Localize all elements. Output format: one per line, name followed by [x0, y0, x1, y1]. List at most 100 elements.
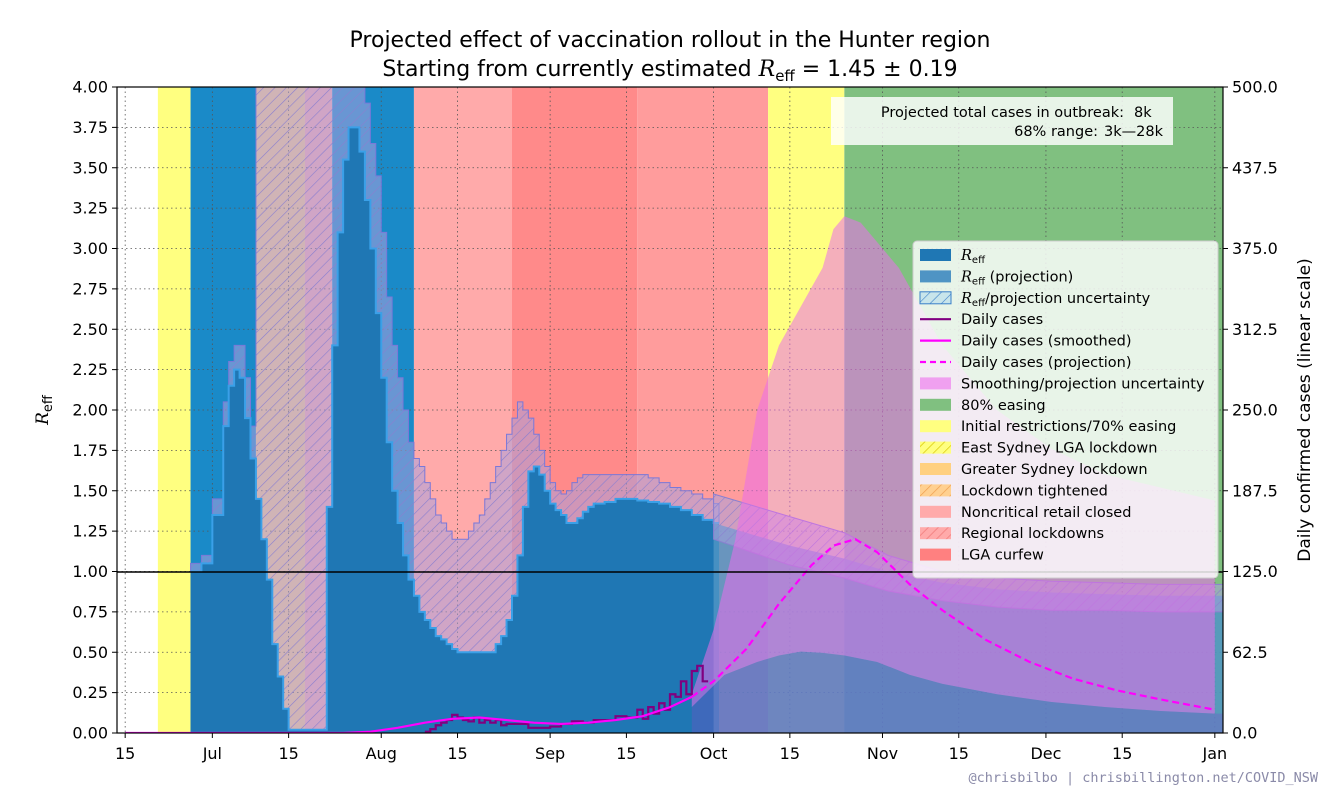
x-tick-label-0: 15 [115, 744, 135, 763]
legend-label-10: Greater Sydney lockdown [961, 462, 1148, 478]
daily-cases-smoothed-line [125, 695, 693, 733]
y-right-tick-label-2: 125.0 [1232, 562, 1278, 581]
plot-area [117, 87, 1223, 733]
x-tick-label-9: Nov [867, 744, 898, 763]
y-right-tick-label-7: 437.5 [1232, 158, 1278, 177]
legend-item-8: Initial restrictions/70% easing [920, 419, 1176, 435]
y-left-tick-label-0: 0.00 [72, 724, 108, 743]
annotation-line1-value: 8k [1134, 105, 1152, 121]
legend-item-14: LGA curfew [920, 548, 1044, 564]
legend-label-3: Daily cases [961, 312, 1043, 328]
legend-label-8: Initial restrictions/70% easing [961, 419, 1176, 435]
chart-subtitle: Starting from currently estimated Reff =… [382, 57, 957, 85]
annotation-line2-value: 3k—28k [1104, 124, 1164, 140]
annotation-line2-label: 68% range: [1014, 124, 1098, 140]
x-tick-label-4: 15 [447, 744, 467, 763]
y-left-tick-label-8: 2.00 [72, 401, 108, 420]
y-right-tick-label-3: 187.5 [1232, 481, 1278, 500]
chart-title: Projected effect of vaccination rollout … [350, 28, 991, 53]
legend-label-12: Noncritical retail closed [961, 505, 1131, 521]
x-tick-label-6: 15 [616, 744, 636, 763]
legend-swatch-9 [920, 441, 951, 454]
x-tick-label-10: 15 [949, 744, 969, 763]
legend-label-9: East Sydney LGA lockdown [961, 441, 1157, 457]
y-right-tick-label-4: 250.0 [1232, 401, 1278, 420]
y-right-tick-label-5: 312.5 [1232, 320, 1278, 339]
y-left-tick-label-12: 3.00 [72, 239, 108, 258]
y-axis-right: 0.0 62.5 125.0 187.5 250.0 312.5 375.0 437.5 500… [1223, 78, 1278, 743]
x-tick-label-11: Dec [1030, 744, 1061, 763]
legend-item-11: Lockdown tightened [920, 483, 1108, 499]
y-left-tick-label-11: 2.75 [72, 279, 108, 298]
y-left-tick-label-16: 4.00 [72, 78, 108, 97]
y-left-tick-label-5: 1.25 [72, 522, 108, 541]
y-axis-left: 0.00 0.25 0.50 0.75 1.00 1.25 1.50 1.75 2.00 2.25… [72, 78, 117, 743]
reff-estimate-edge [190, 126, 720, 731]
daily-cases-projection-line [691, 538, 1216, 711]
legend-item-7: 80% easing [920, 398, 1046, 414]
y-left-tick-label-14: 3.50 [72, 158, 108, 177]
legend-item-2: Reff/projection uncertainty [919, 291, 1151, 309]
x-tick-label-8: 15 [780, 744, 800, 763]
legend-item-6: Smoothing/projection uncertainty [920, 376, 1205, 392]
legend-swatch-7 [920, 398, 951, 411]
x-tick-label-3: Aug [366, 744, 397, 763]
chart-subtitle-prefix: Starting from currently estimated [382, 57, 758, 82]
legend-label-4: Daily cases (smoothed) [961, 334, 1132, 350]
y-left-tick-label-13: 3.25 [72, 199, 108, 218]
y-right-tick-label-6: 375.0 [1232, 239, 1278, 258]
outbreak-annotation: Projected total cases in outbreak: 8k 68… [831, 97, 1173, 145]
legend-swatch-10 [920, 463, 951, 475]
y-right-tick-label-8: 500.0 [1232, 78, 1278, 97]
y-left-tick-label-10: 2.50 [72, 320, 108, 339]
y-left-tick-label-1: 0.25 [72, 683, 108, 702]
legend-item-12: Noncritical retail closed [920, 505, 1131, 521]
legend-swatch-1 [920, 270, 951, 283]
x-tick-label-7: Oct [700, 744, 728, 763]
legend-label-13: Regional lockdowns [961, 526, 1104, 542]
legend-label-6: Smoothing/projection uncertainty [961, 376, 1205, 392]
legend-item-9: East Sydney LGA lockdown [920, 441, 1157, 457]
legend-item-4: Daily cases (smoothed) [920, 334, 1132, 350]
legend-label-2: Reff/projection uncertainty [960, 291, 1151, 309]
legend-swatch-12 [920, 505, 951, 518]
x-tick-label-1: Jul [202, 744, 222, 763]
x-tick-label-13: Jan [1201, 744, 1227, 763]
y-right-tick-label-1: 62.5 [1232, 643, 1268, 662]
x-axis: 15 Jul 15 Aug 15 Sep 15 Oct 15 Nov 15 Dec 15 Jan [115, 733, 1227, 763]
y-left-tick-label-3: 0.75 [72, 602, 108, 621]
legend-item-13: Regional lockdowns [920, 526, 1104, 542]
annotation-line1-label: Projected total cases in outbreak: [881, 105, 1124, 121]
legend-item-3: Daily cases [920, 312, 1043, 328]
legend-item-1: Reff (projection) [920, 269, 1073, 287]
legend-swatch-0 [920, 249, 951, 261]
y-left-tick-label-4: 1.00 [72, 562, 108, 581]
y-left-tick-label-6: 1.50 [72, 481, 108, 500]
y-left-tick-label-9: 2.25 [72, 360, 108, 379]
legend-swatch-14 [920, 548, 951, 561]
y-axis-left-label: Reff [33, 394, 56, 426]
legend-label-11: Lockdown tightened [961, 483, 1108, 499]
legend-label-0: Reff [960, 248, 986, 266]
legend-swatch-6 [920, 377, 951, 390]
legend-item-10: Greater Sydney lockdown [920, 462, 1148, 478]
x-tick-label-2: 15 [278, 744, 298, 763]
legend-label-5: Daily cases (projection) [961, 355, 1132, 371]
reff-estimate-area [190, 127, 720, 733]
y-left-tick-label-15: 3.75 [72, 118, 108, 137]
legend-item-0: Reff [920, 248, 986, 266]
y-right-tick-label-0: 0.0 [1232, 724, 1257, 743]
legend-swatch-13 [920, 527, 951, 540]
chart-subtitle-eq: = 1.45 ± 0.19 [795, 57, 958, 82]
legend-item-5: Daily cases (projection) [920, 355, 1132, 371]
legend-swatch-8 [920, 420, 951, 433]
legend-label-7: 80% easing [961, 398, 1046, 414]
x-tick-label-12: 15 [1112, 744, 1132, 763]
legend-label-14: LGA curfew [961, 548, 1044, 564]
credit-text: @chrisbilbo | chrisbillington.net/COVID_… [969, 770, 1319, 786]
legend-swatch-11 [920, 484, 951, 497]
y-left-tick-label-2: 0.50 [72, 643, 108, 662]
y-axis-right-label: Daily confirmed cases (linear scale) [1295, 258, 1315, 561]
